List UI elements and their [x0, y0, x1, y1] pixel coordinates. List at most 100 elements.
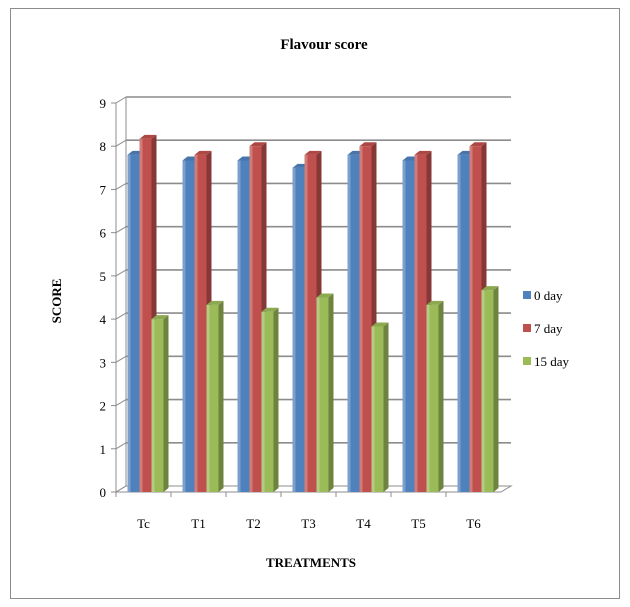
y-tick-label: 4: [100, 312, 107, 327]
x-axis-label: TREATMENTS: [266, 555, 356, 570]
x-tick-label: T6: [466, 516, 481, 531]
bar-front: [151, 319, 164, 492]
x-tick-label: T4: [356, 516, 371, 531]
x-tick-label: Tc: [137, 516, 150, 531]
y-tick-label: 1: [100, 442, 107, 457]
bar-top: [371, 322, 389, 327]
bar-highlight: [182, 160, 186, 493]
bar-front: [127, 154, 140, 492]
bar-front: [426, 304, 439, 492]
bar-front: [481, 290, 494, 492]
bar-side: [493, 286, 499, 492]
legend-label: 15 day: [534, 354, 570, 369]
x-tick-label: T3: [301, 516, 315, 531]
bar-highlight: [249, 146, 253, 492]
legend-swatch: [523, 324, 531, 332]
bar-top: [194, 150, 212, 155]
bar-front: [304, 154, 317, 492]
bar-highlight: [139, 138, 143, 492]
bar-front: [182, 160, 195, 493]
y-axis-ticks: 0 1 2 3 4 5 6 7 8 9: [100, 96, 116, 500]
bar-front: [316, 297, 329, 492]
y-tick-label: 5: [100, 269, 107, 284]
bar-chart: Flavour score SCORE TREATMENTS 0 1 2 3 4 5 6 7 8…: [49, 37, 570, 570]
bar-front: [457, 154, 470, 492]
bar-front: [402, 160, 415, 493]
bar-T6-15-day: [481, 286, 499, 492]
x-axis-ticks: Tc T1 T2 T3 T4 T5 T6: [115, 492, 481, 531]
y-tick-label: 0: [100, 485, 107, 500]
legend-label: 0 day: [534, 288, 563, 303]
bar-highlight: [206, 304, 210, 492]
bar-highlight: [457, 154, 461, 492]
y-tick-label: 3: [100, 355, 107, 370]
legend-item: 0 day: [523, 288, 563, 303]
bar-front: [371, 326, 384, 492]
bar-side: [383, 322, 389, 492]
chart-frame: Flavour score SCORE TREATMENTS 0 1 2 3 4 5 6 7 8…: [10, 8, 620, 599]
bar-highlight: [237, 160, 241, 493]
bar-highlight: [426, 304, 430, 492]
bar-front: [194, 154, 207, 492]
x-tick-label: T5: [411, 516, 425, 531]
y-tick-label: 2: [100, 399, 107, 414]
bar-side: [438, 300, 444, 492]
bar-top: [426, 300, 444, 305]
bar-highlight: [469, 146, 473, 492]
bar-side: [218, 300, 224, 492]
bar-front: [414, 154, 427, 492]
bar-top: [359, 142, 377, 147]
bar-highlight: [304, 154, 308, 492]
bar-T5-15-day: [426, 300, 444, 492]
bar-side: [328, 293, 334, 492]
y-tick-label: 6: [100, 226, 107, 241]
bar-front: [359, 146, 372, 492]
legend-label: 7 day: [534, 321, 563, 336]
legend-swatch: [523, 291, 531, 299]
legend-swatch: [523, 357, 531, 365]
bar-highlight: [371, 326, 375, 492]
bar-top: [316, 293, 334, 298]
legend: 0 day 7 day 15 day: [523, 288, 570, 369]
gridline-depth: [115, 139, 127, 147]
bar-front: [249, 146, 262, 492]
bar-front: [237, 160, 250, 493]
bars: [127, 134, 499, 493]
bar-top: [249, 142, 267, 147]
y-tick-label: 7: [100, 182, 107, 197]
bar-front: [469, 146, 482, 492]
bar-highlight: [127, 154, 131, 492]
bar-T2-15-day: [261, 307, 279, 492]
gridline-depth: [115, 226, 127, 234]
bar-front: [347, 154, 360, 492]
bar-top: [304, 150, 322, 155]
bar-top: [261, 307, 279, 312]
bar-top: [151, 315, 169, 320]
legend-item: 7 day: [523, 321, 563, 336]
gridline-depth: [115, 485, 127, 493]
bar-front: [206, 304, 219, 492]
bar-top: [469, 142, 487, 147]
gridline-depth: [115, 399, 127, 406]
gridline-depth: [115, 312, 127, 320]
y-tick-label: 9: [100, 96, 107, 111]
legend-item: 15 day: [523, 354, 570, 369]
bar-T3-15-day: [316, 293, 334, 492]
bar-highlight: [481, 290, 485, 492]
gridline-depth: [115, 355, 127, 363]
bar-front: [261, 311, 274, 492]
bar-T1-15-day: [206, 300, 224, 492]
x-tick-label: T2: [246, 516, 260, 531]
bar-top: [139, 134, 157, 139]
gridline-depth: [115, 442, 127, 450]
bar-top: [481, 286, 499, 291]
bar-highlight: [261, 311, 265, 492]
bar-front: [139, 138, 152, 492]
gridline-depth: [115, 269, 127, 277]
bar-highlight: [292, 167, 296, 493]
bar-Tc-15-day: [151, 315, 169, 492]
bar-highlight: [359, 146, 363, 492]
bar-highlight: [316, 297, 320, 492]
bar-top: [414, 150, 432, 155]
bar-top: [206, 300, 224, 305]
